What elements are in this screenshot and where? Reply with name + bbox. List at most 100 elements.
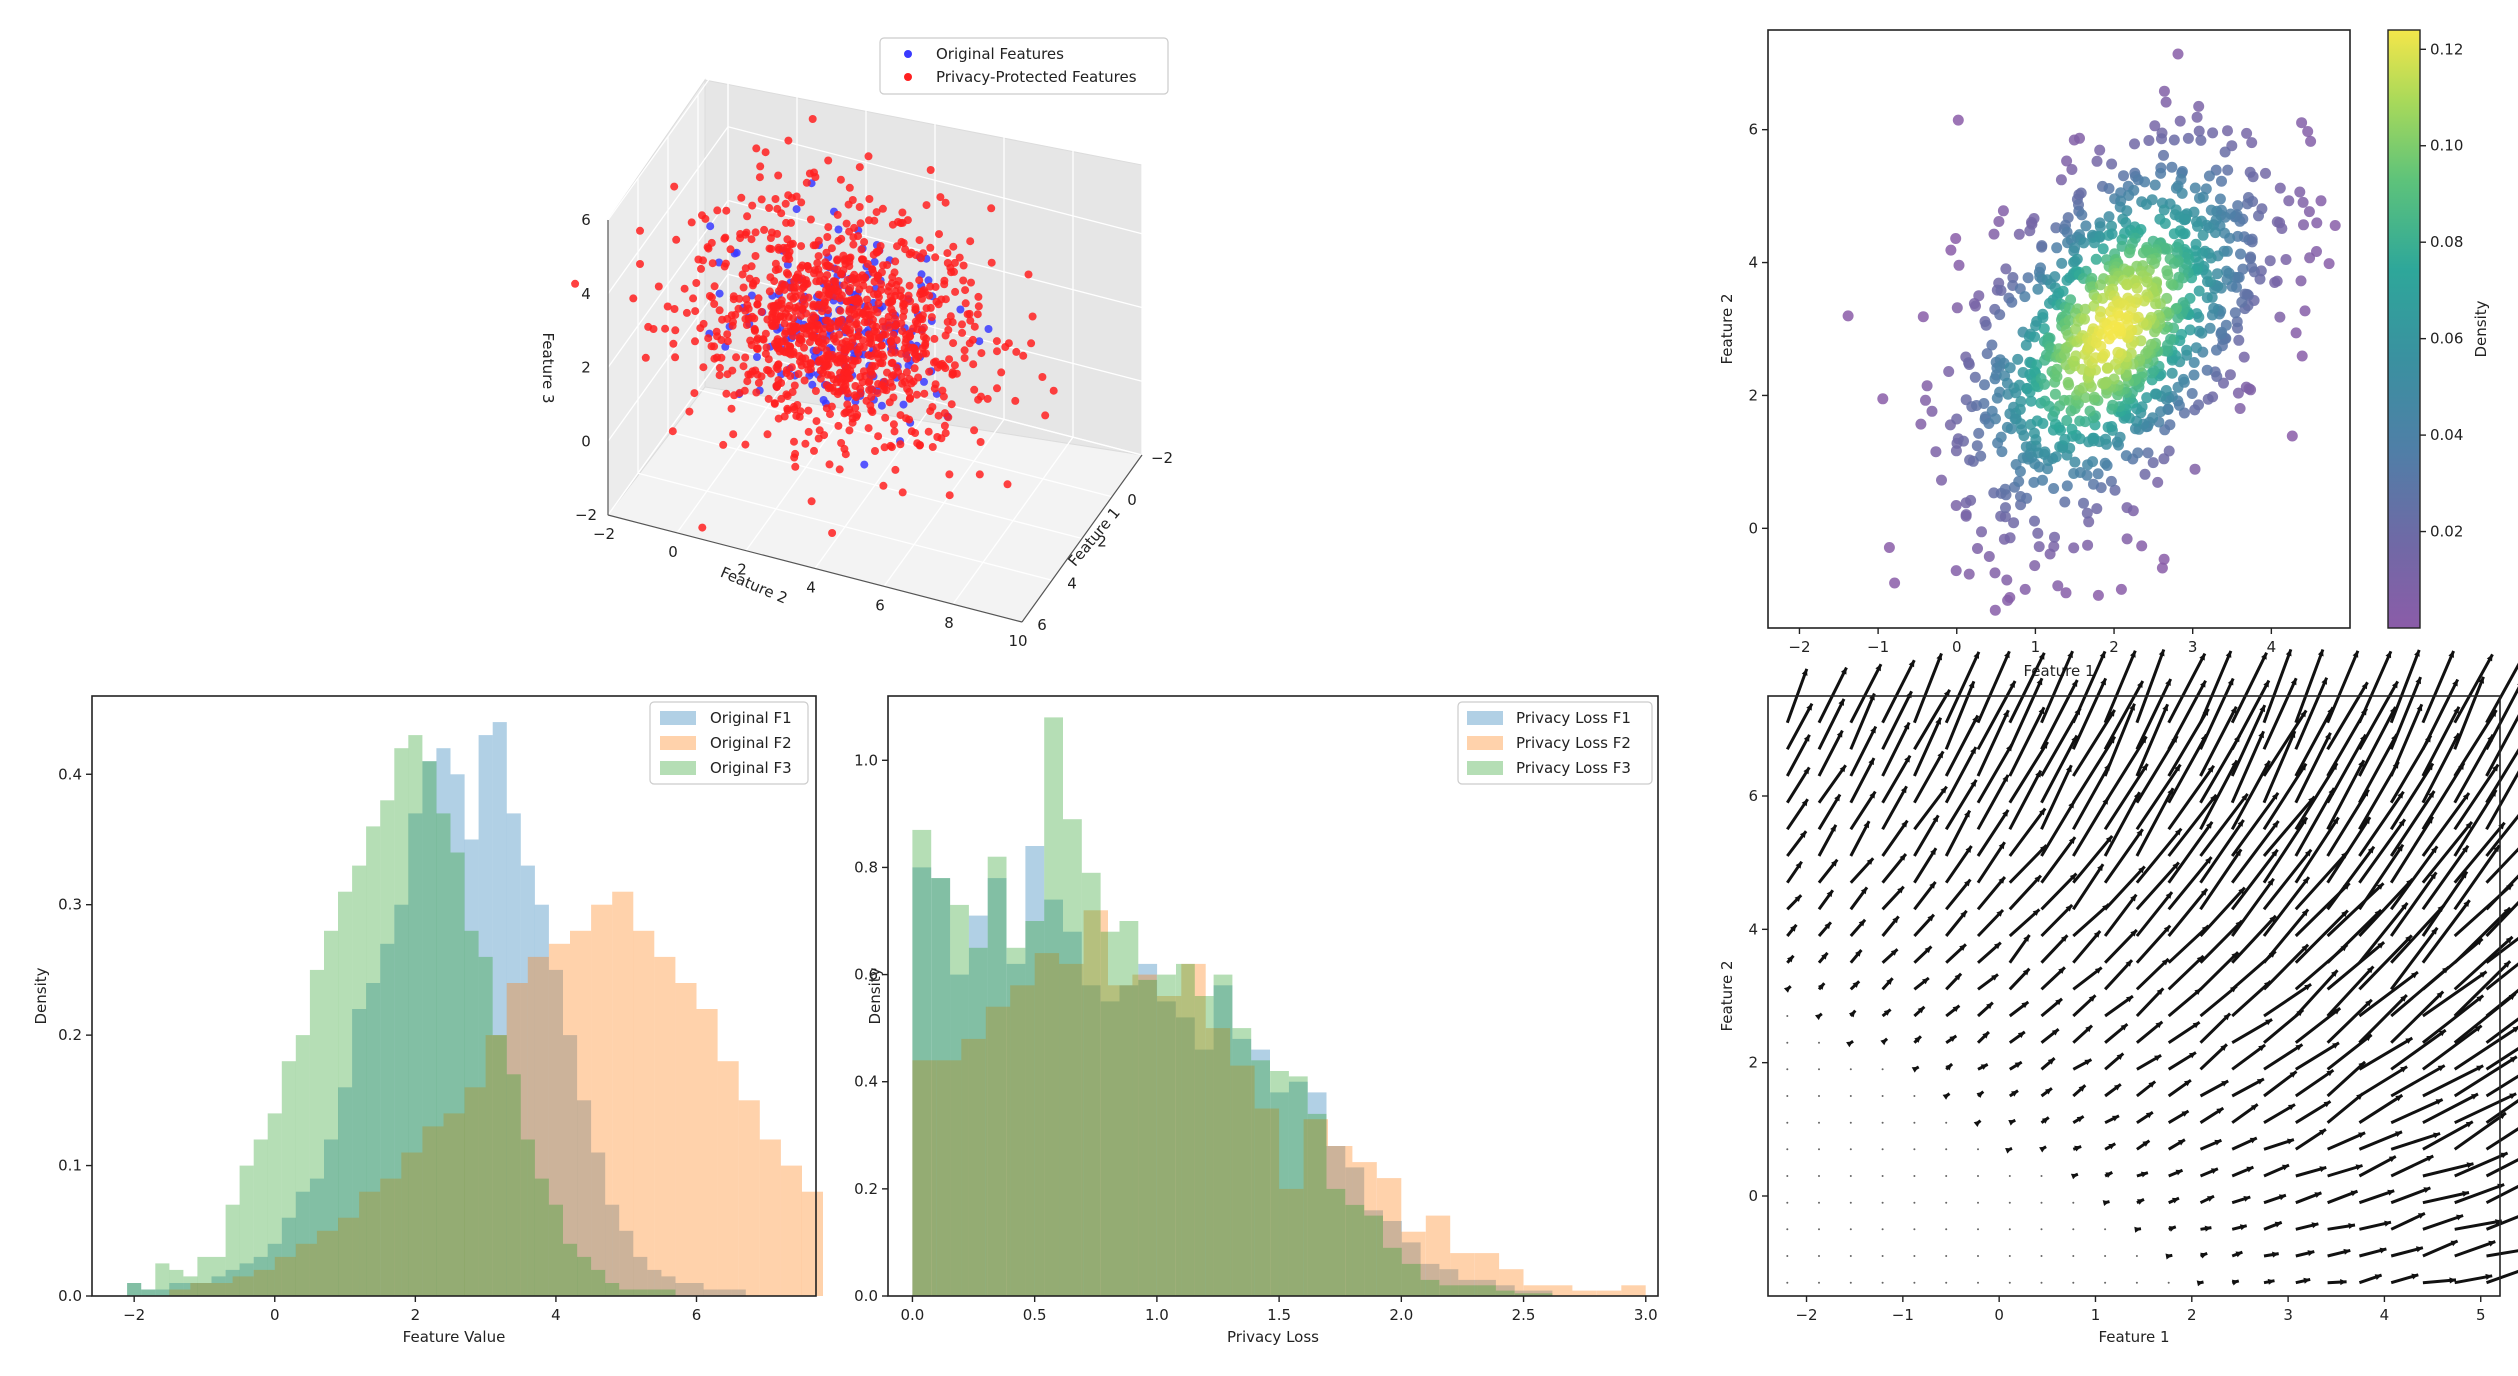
quiver-arrow bbox=[2040, 679, 2079, 750]
quiver-arrowhead bbox=[2465, 1121, 2473, 1128]
density-point bbox=[2189, 463, 2201, 475]
quiver-arrowhead bbox=[2210, 1168, 2218, 1174]
density-point bbox=[2137, 247, 2149, 259]
point-3d bbox=[715, 306, 724, 315]
point-3d bbox=[796, 311, 805, 320]
quiver-arrowhead bbox=[2174, 828, 2182, 836]
hist-bar bbox=[548, 1204, 563, 1296]
hist-bar bbox=[1063, 931, 1082, 1296]
density-point bbox=[2231, 316, 2243, 328]
quiver-arrowhead bbox=[2223, 1013, 2231, 1021]
hist-bar bbox=[309, 1178, 324, 1296]
hist-features-legend-box bbox=[649, 701, 809, 785]
density-point bbox=[2061, 415, 2073, 426]
x-tick-label: −1 bbox=[1892, 1306, 1914, 1324]
hist-bar bbox=[1081, 872, 1101, 1296]
quiver-arrow bbox=[1881, 659, 1916, 724]
hist-bar bbox=[422, 761, 437, 1296]
quiver-arrowhead bbox=[2462, 1190, 2469, 1197]
quiver-arrowhead bbox=[2102, 1200, 2110, 1206]
quiver-arrowhead bbox=[2355, 1164, 2363, 1171]
quiver-arrow bbox=[1785, 702, 1814, 751]
density-point bbox=[2079, 303, 2091, 315]
density-point bbox=[2095, 340, 2107, 352]
quiver-arrowhead bbox=[2331, 970, 2338, 977]
hist-bar bbox=[1044, 717, 1063, 1296]
point-3d bbox=[894, 367, 903, 376]
hist-bar bbox=[661, 1289, 676, 1296]
point-3d bbox=[839, 266, 848, 275]
point-3d bbox=[910, 364, 919, 373]
density-point bbox=[2274, 182, 2286, 194]
point-3d bbox=[902, 368, 911, 377]
quiver-arrowhead bbox=[2039, 1146, 2047, 1153]
quiver-dot bbox=[2072, 1255, 2075, 1257]
hist-bar bbox=[436, 813, 451, 1296]
x-tick-label: 1.5 bbox=[1267, 1306, 1291, 1324]
quiver-dot bbox=[2008, 1255, 2011, 1257]
x-tick-label: −2 bbox=[1795, 1306, 1817, 1324]
point-3d bbox=[787, 218, 795, 227]
density-point bbox=[2091, 503, 2103, 515]
point-3d bbox=[739, 283, 748, 292]
point-3d bbox=[905, 281, 914, 290]
quiver-arrow bbox=[1944, 714, 1980, 777]
quiver-arrow bbox=[1976, 774, 2010, 831]
point-3d bbox=[888, 273, 897, 282]
quiver-arrow bbox=[2135, 987, 2165, 1018]
point-3d bbox=[896, 286, 905, 295]
point-3d bbox=[906, 394, 915, 403]
point-3d bbox=[751, 228, 760, 237]
quiver-arrow bbox=[2326, 882, 2385, 938]
quiver-arrowhead bbox=[2411, 1273, 2419, 1280]
legend-3d-label-protected: Privacy-Protected Features bbox=[936, 68, 1137, 86]
density-point bbox=[2087, 456, 2099, 468]
point-3d bbox=[854, 295, 863, 304]
density-point bbox=[2297, 196, 2309, 208]
density-point bbox=[2165, 278, 2177, 290]
quiver-arrowhead bbox=[2207, 765, 2214, 773]
hist-privacy-legend-box bbox=[1457, 701, 1653, 785]
density-point bbox=[2033, 541, 2045, 553]
quiver-arrow bbox=[2072, 903, 2110, 938]
density-point bbox=[2039, 378, 2051, 390]
hist-bar bbox=[141, 1289, 156, 1296]
quiver-arrow bbox=[2390, 1132, 2441, 1151]
point-3d bbox=[905, 332, 914, 341]
quiver-dot bbox=[1945, 1228, 1948, 1231]
density-point bbox=[2139, 176, 2151, 188]
point-3d bbox=[1027, 339, 1036, 348]
hist-bar bbox=[211, 1283, 233, 1296]
hist-privacy-axes-frame bbox=[887, 695, 1659, 1297]
quiver-arrowhead bbox=[2002, 775, 2009, 782]
density-point bbox=[2158, 553, 2170, 565]
quiver-arrow bbox=[2199, 848, 2243, 911]
point-3d bbox=[880, 377, 889, 386]
quiver-arrowhead bbox=[2038, 707, 2045, 715]
y-tick-label: 0 bbox=[668, 543, 678, 561]
quiver-arrowhead bbox=[2196, 955, 2204, 963]
quiver-arrow bbox=[2072, 863, 2105, 911]
density-point bbox=[2014, 403, 2026, 415]
quiver-arrowhead bbox=[2084, 1059, 2092, 1066]
point-3d bbox=[728, 321, 737, 330]
hist-bar bbox=[281, 1061, 296, 1296]
quiver-arrowhead bbox=[1790, 924, 1797, 932]
density-point bbox=[1951, 302, 1963, 314]
density-point bbox=[2090, 253, 2102, 265]
quiver-arrow bbox=[2421, 820, 2474, 884]
hist-bar bbox=[1303, 1119, 1328, 1296]
point-3d bbox=[889, 420, 898, 429]
point-3d bbox=[834, 225, 843, 234]
point-3d bbox=[757, 307, 766, 316]
y-tick-label: 4 bbox=[1748, 254, 1758, 272]
hist-bar bbox=[1596, 1290, 1622, 1296]
quiver-arrowhead bbox=[2035, 770, 2041, 778]
density-point bbox=[2142, 447, 2154, 459]
hist-bar bbox=[563, 1243, 578, 1296]
quiver-arrowhead bbox=[1970, 747, 1976, 755]
quiver-arrow bbox=[1976, 841, 2006, 884]
point-3d bbox=[772, 363, 781, 372]
point-3d bbox=[898, 208, 907, 217]
y-tick-label: 0.4 bbox=[58, 765, 82, 783]
